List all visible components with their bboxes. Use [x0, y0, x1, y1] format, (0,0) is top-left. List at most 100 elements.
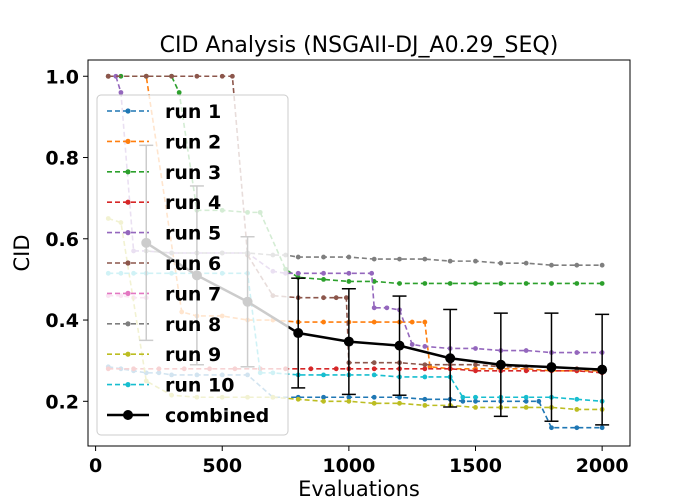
legend-label: run 7 [165, 283, 221, 305]
data-point-run-6 [229, 73, 235, 79]
data-point-combined [546, 362, 557, 373]
data-point-run-5 [369, 270, 375, 276]
data-point-combined [293, 328, 304, 339]
data-point-run-1 [599, 425, 605, 431]
legend-swatch-marker [125, 138, 131, 144]
data-point-run-8 [371, 256, 377, 262]
data-point-run-1 [549, 425, 554, 431]
data-point-run-8 [321, 254, 326, 260]
data-point-run-8 [599, 262, 605, 268]
series-line-run-3 [108, 75, 603, 285]
data-point-run-6 [343, 295, 349, 301]
data-point-run-9 [321, 398, 326, 404]
data-point-run-4 [308, 366, 314, 372]
x-axis: 0 500 1000 1500 2000 [89, 446, 629, 477]
data-point-run-2 [427, 364, 433, 370]
x-tick-label: 500 [202, 455, 242, 477]
legend-item-combined: combined [107, 405, 269, 427]
legend-label: run 5 [165, 223, 221, 245]
data-point-run-5 [321, 270, 326, 276]
legend-swatch-marker [125, 382, 131, 388]
x-tick-label: 1000 [322, 455, 375, 477]
data-point-combined [495, 359, 506, 370]
data-point-run-8 [473, 258, 478, 264]
data-point-run-5 [113, 73, 119, 79]
data-point-run-4 [333, 366, 339, 372]
data-point-run-3 [498, 281, 504, 286]
data-point-run-5 [409, 342, 415, 347]
data-point-run-4 [523, 368, 529, 374]
legend-item-run-5: run 5 [107, 223, 221, 245]
data-point-run-6 [169, 73, 174, 79]
legend-label: run 9 [165, 344, 221, 366]
data-point-run-1 [397, 394, 402, 400]
data-point-run-6 [143, 73, 149, 79]
data-point-run-6 [321, 295, 326, 301]
data-point-run-1 [422, 396, 428, 402]
legend-item-run-9: run 9 [107, 344, 221, 366]
legend-item-run-10: run 10 [107, 375, 234, 397]
data-point-run-8 [295, 254, 301, 260]
data-point-run-9 [523, 405, 529, 410]
x-axis-label: Evaluations [298, 477, 420, 500]
legend-label: run 2 [165, 131, 221, 153]
data-point-run-1 [473, 398, 478, 404]
data-point-run-3 [321, 277, 326, 282]
data-point-run-8 [498, 260, 504, 266]
data-point-run-9 [422, 402, 428, 408]
data-point-run-8 [397, 256, 402, 262]
data-point-run-1 [346, 394, 352, 400]
legend-swatch-marker [125, 321, 131, 327]
data-point-run-5 [523, 348, 529, 353]
data-point-run-9 [346, 398, 352, 404]
data-point-run-3 [346, 279, 352, 284]
data-point-run-3 [599, 281, 605, 286]
legend: run 1 run 2 run 3 run 4 run 5 run 6 run 7 run 8… [96, 94, 289, 436]
data-point-run-1 [523, 398, 529, 404]
data-point-run-9 [371, 400, 377, 406]
data-point-run-3 [447, 281, 453, 286]
data-point-run-4 [473, 368, 478, 374]
legend-label: run 8 [165, 314, 221, 336]
legend-label: run 6 [165, 253, 221, 275]
data-point-run-6 [473, 362, 478, 368]
data-point-run-5 [574, 350, 580, 355]
data-point-run-5 [346, 270, 352, 276]
data-point-run-10 [321, 372, 326, 378]
data-point-combined [597, 364, 608, 375]
data-point-run-9 [473, 405, 478, 410]
data-point-run-5 [295, 270, 301, 276]
data-point-run-8 [447, 258, 453, 264]
legend-label: run 3 [165, 162, 221, 184]
y-tick-label: 0.8 [45, 148, 79, 170]
data-point-combined [445, 353, 456, 364]
data-point-run-6 [371, 360, 377, 366]
data-point-run-9 [397, 400, 402, 406]
data-point-run-10 [473, 394, 478, 400]
data-point-run-10 [574, 396, 580, 402]
plot-frame [87, 59, 631, 447]
legend-item-run-6: run 6 [107, 253, 221, 275]
data-point-run-1 [574, 425, 580, 431]
data-point-run-10 [422, 374, 428, 380]
legend-label: combined [165, 405, 269, 427]
legend-swatch-marker [125, 230, 131, 236]
data-point-combined [394, 340, 405, 351]
data-point-run-10 [371, 372, 377, 378]
data-point-run-8 [574, 262, 580, 268]
data-point-run-8 [523, 260, 529, 266]
data-point-run-6 [422, 362, 428, 368]
data-point-run-10 [460, 394, 466, 400]
data-point-run-3 [176, 90, 182, 95]
legend-item-run-7: run 7 [107, 283, 221, 305]
legend-item-run-8: run 8 [107, 314, 221, 336]
data-point-run-8 [346, 254, 352, 260]
data-point-run-6 [333, 295, 339, 301]
legend-label: run 4 [165, 192, 221, 214]
legend-label: run 1 [165, 101, 221, 123]
legend-label: run 10 [165, 375, 234, 397]
legend-item-run-4: run 4 [107, 192, 221, 214]
data-point-run-3 [549, 281, 554, 286]
y-axis-label: CID [10, 234, 34, 271]
